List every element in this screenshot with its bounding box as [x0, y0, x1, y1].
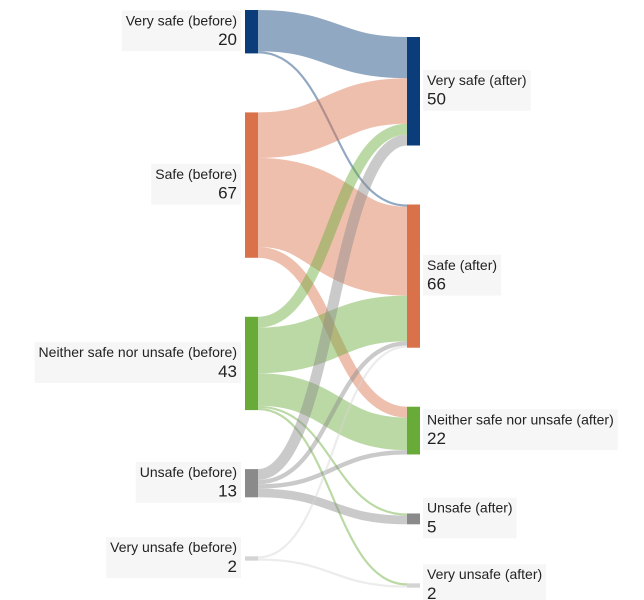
- link: [257, 558, 408, 588]
- link: [257, 10, 408, 79]
- node-value: 2: [228, 557, 237, 576]
- node-name: Safe (before): [155, 166, 237, 182]
- link: [257, 405, 408, 516]
- node-label: Neither safe nor unsafe (before) 43: [34, 342, 241, 383]
- node-name: Very unsafe (after): [427, 566, 542, 582]
- label-bg: [135, 461, 241, 503]
- node-label: Unsafe (after)5: [423, 497, 517, 539]
- node-label: Very safe (after) 50: [423, 69, 531, 111]
- node-value: 5: [427, 517, 436, 536]
- node-value: 20: [218, 30, 237, 49]
- label-bg: [423, 254, 502, 296]
- node-label: Unsafe (before) 13: [135, 461, 241, 503]
- node-label: Very unsafe (before) 2: [106, 537, 241, 578]
- link: [257, 246, 408, 418]
- node: [245, 316, 258, 411]
- link: [257, 134, 408, 480]
- label-bg: [34, 342, 241, 383]
- links: [256, 10, 409, 588]
- node-name: Very safe (before): [126, 12, 237, 28]
- label-bg: [151, 163, 241, 205]
- node-value: 43: [218, 362, 237, 381]
- nodes: [245, 10, 420, 588]
- node-name: Unsafe (after): [427, 500, 513, 516]
- node: [407, 406, 420, 455]
- link: [257, 373, 408, 451]
- node-value: 13: [218, 482, 237, 501]
- link: [257, 295, 408, 374]
- labels: Very safe (before) 20 Safe (before) 67 Neith…: [34, 10, 618, 600]
- link: [257, 345, 408, 559]
- node-value: 66: [427, 275, 446, 294]
- node-name: Safe (after): [427, 257, 497, 273]
- node-label: Neither safe nor unsafe (after) 22: [423, 409, 618, 451]
- label-bg: [423, 409, 618, 451]
- node: [407, 204, 420, 348]
- node-label: Safe (after) 66: [423, 254, 502, 296]
- link: [256, 157, 409, 296]
- node-value: 22: [427, 429, 446, 448]
- label-bg: [106, 537, 241, 578]
- node-name: Neither safe nor unsafe (after): [427, 411, 614, 427]
- link: [257, 450, 408, 489]
- node-name: Unsafe (before): [140, 464, 237, 480]
- node-label: Safe (before) 67: [151, 163, 241, 205]
- node: [407, 37, 420, 146]
- node-value: 2: [427, 584, 436, 600]
- link: [257, 341, 408, 485]
- node-name: Very safe (after): [427, 72, 527, 88]
- node-value: 67: [218, 184, 237, 203]
- node-name: Neither safe nor unsafe (before): [39, 344, 237, 360]
- node: [407, 513, 420, 525]
- link: [257, 123, 408, 328]
- node-label: Very safe (before) 20: [121, 10, 241, 52]
- node: [407, 583, 420, 588]
- node: [245, 556, 258, 561]
- node: [245, 469, 258, 498]
- node-label: Very unsafe (after) 2: [423, 564, 547, 600]
- label-bg: [423, 69, 531, 111]
- node-value: 50: [427, 90, 446, 109]
- link: [257, 51, 408, 207]
- link: [257, 488, 408, 525]
- label-bg: [423, 564, 547, 600]
- link: [257, 407, 408, 586]
- node-name: Very unsafe (before): [110, 539, 237, 555]
- node: [245, 10, 258, 54]
- label-bg: [423, 497, 517, 539]
- link: [257, 78, 408, 158]
- node: [245, 112, 258, 258]
- label-bg: [121, 10, 241, 52]
